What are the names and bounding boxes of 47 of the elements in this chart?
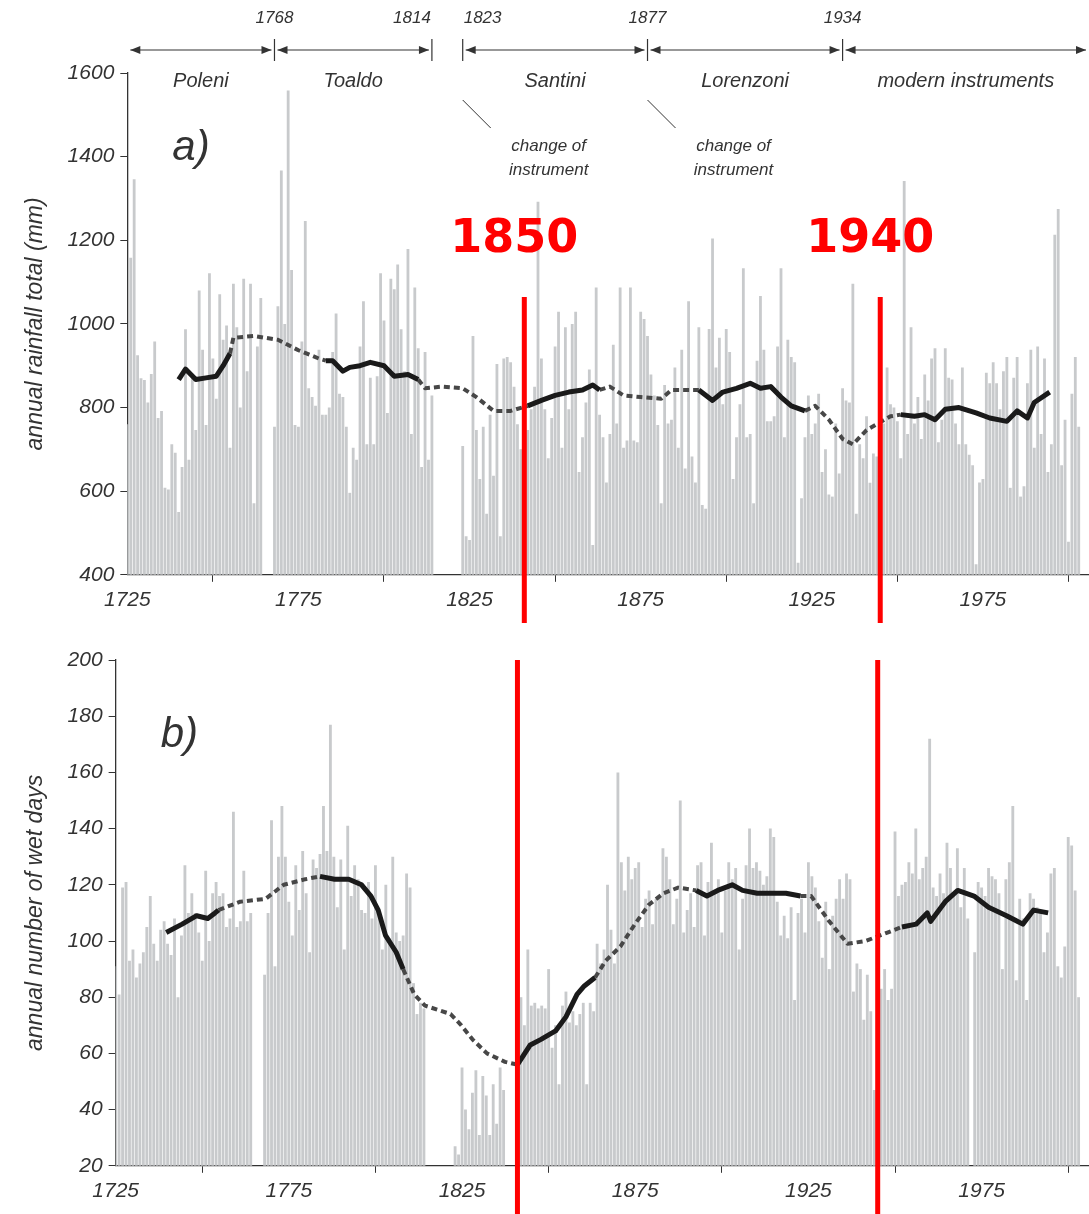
y-tick-label: 1200 [67, 227, 115, 251]
annotation: Santini [524, 68, 587, 91]
x-tick-label: 1825 [446, 587, 494, 611]
text: 1814 [393, 7, 431, 27]
x-tick-label: 1725 [103, 587, 151, 611]
y-tick-label: 400 [79, 561, 115, 585]
y-tick-label: 1600 [67, 59, 115, 83]
text: 1823 [463, 7, 503, 27]
text: 1768 [255, 7, 294, 27]
y-tick-label: 60 [79, 1040, 103, 1064]
y-tick-label: 180 [67, 703, 103, 727]
y-tick-label: 40 [79, 1096, 103, 1120]
annotation: Poleni [173, 68, 230, 91]
x-tick-label: 1725 [92, 1178, 140, 1202]
y-axis-title: annual rainfall total (mm) [21, 197, 48, 451]
annotation: change of instrument [509, 135, 590, 179]
x-tick-label: 1975 [959, 587, 1007, 611]
x-tick-label: 1875 [611, 1178, 659, 1202]
annotation: b) [160, 708, 198, 756]
annotation: Toaldo [323, 68, 383, 91]
y-tick-label: 160 [67, 759, 103, 783]
y-tick-label: 200 [66, 646, 103, 670]
x-tick-label: 1975 [958, 1178, 1006, 1202]
y-tick-label: 1000 [67, 310, 115, 334]
x-tick-label: 1925 [785, 1178, 833, 1202]
y-tick-label: 120 [67, 871, 103, 895]
x-tick-label: 1775 [275, 587, 323, 611]
annotation: 1940 [806, 208, 935, 263]
text: 1877 [628, 7, 667, 27]
x-tick-label: 1875 [617, 587, 665, 611]
y-tick-label: 20 [78, 1152, 103, 1176]
x-tick-label: 1825 [438, 1178, 486, 1202]
y-tick-label: 800 [79, 394, 115, 418]
y-tick-label: 600 [79, 478, 115, 502]
y-tick-label: 100 [67, 927, 103, 951]
annotation: Lorenzoni [701, 68, 790, 91]
x-tick-label: 1925 [788, 587, 836, 611]
text: 1934 [823, 7, 862, 27]
y-tick-label: 1400 [67, 143, 115, 167]
annotation: 1850 [450, 208, 579, 263]
y-tick-label: 80 [79, 984, 103, 1008]
annotation: change of instrument [693, 135, 775, 179]
y-tick-label: 140 [67, 815, 103, 839]
annotation: a) [172, 121, 210, 169]
annotation: modern instruments [877, 68, 1055, 91]
x-tick-label: 1775 [265, 1178, 313, 1202]
y-axis-title: annual number of wet days [21, 774, 48, 1051]
